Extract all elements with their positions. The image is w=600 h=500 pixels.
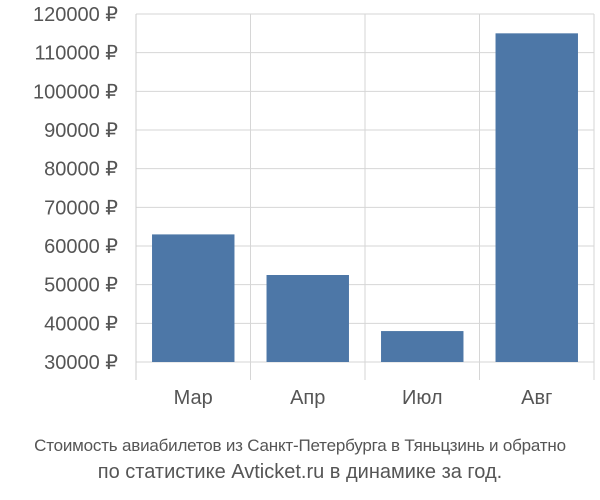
chart-caption-line-1: Стоимость авиабилетов из Санкт-Петербург… bbox=[34, 436, 566, 455]
price-bar-chart: 30000 ₽ 40000 ₽ 50000 ₽ 60000 ₽ 70000 ₽ 80000… bbox=[33, 4, 595, 409]
chart-caption-line-2: по статистике Avticket.ru в динамике за … bbox=[97, 461, 503, 483]
y-tick-label: 120000 ₽ bbox=[33, 4, 118, 26]
y-tick-labels: 30000 ₽ 40000 ₽ 50000 ₽ 60000 ₽ 70000 ₽ 80000… bbox=[33, 4, 118, 374]
y-tick-label: 50000 ₽ bbox=[44, 275, 118, 297]
y-tick-label: 60000 ₽ bbox=[44, 236, 118, 258]
y-tick-label: 110000 ₽ bbox=[34, 43, 118, 65]
y-tick-label: 40000 ₽ bbox=[44, 313, 118, 335]
y-tick-label: 90000 ₽ bbox=[44, 120, 118, 142]
y-tick-label: 30000 ₽ bbox=[44, 352, 118, 374]
y-tick-label: 70000 ₽ bbox=[44, 197, 118, 219]
x-tick-label: Апр bbox=[290, 387, 325, 409]
x-tick-label: Мар bbox=[174, 387, 213, 409]
bar-4 bbox=[495, 33, 578, 362]
bar-3 bbox=[381, 331, 464, 362]
y-tick-label: 100000 ₽ bbox=[33, 81, 118, 103]
x-tick-label: Авг bbox=[521, 387, 552, 409]
x-tick-labels: Мар Апр Июл Авг bbox=[174, 387, 553, 409]
bar-2 bbox=[266, 275, 349, 362]
axes bbox=[135, 14, 595, 380]
y-tick-label: 80000 ₽ bbox=[44, 159, 118, 181]
bar-1 bbox=[152, 234, 235, 362]
bars bbox=[152, 33, 578, 362]
x-tick-label: Июл bbox=[402, 387, 443, 409]
